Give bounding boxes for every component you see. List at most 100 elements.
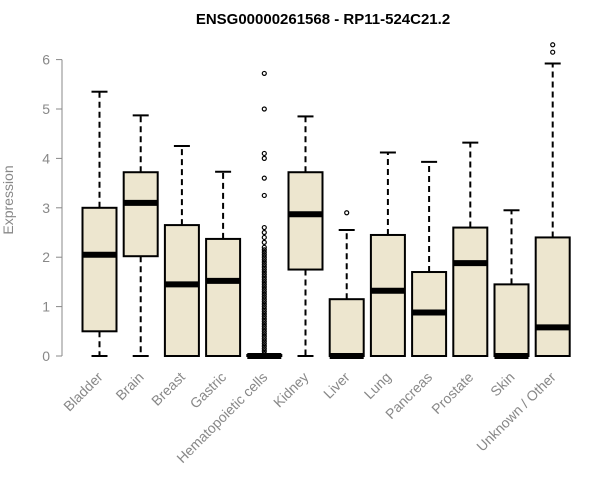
x-tick-label: Prostate (428, 369, 476, 417)
box-7 (328, 210, 365, 359)
box-rect (205, 237, 242, 357)
box-rect (122, 171, 159, 258)
outlier-point (261, 286, 267, 292)
y-tick-label: 0 (42, 348, 50, 364)
outlier-point (261, 284, 267, 290)
box-3 (163, 145, 200, 357)
chart-title: ENSG00000261568 - RP11-524C21.2 (196, 11, 450, 28)
x-tick-label: Skin (487, 369, 518, 400)
outlier-point (261, 299, 267, 305)
outlier-point (261, 259, 267, 265)
outlier-point (261, 247, 267, 253)
box-4 (205, 170, 242, 357)
outlier-point (344, 210, 350, 216)
x-tick-label: Bladder (60, 369, 106, 415)
outlier-point (261, 70, 267, 77)
outlier-point (261, 269, 267, 275)
outlier-point (261, 326, 267, 332)
box-9 (411, 160, 448, 357)
outlier-point (261, 279, 267, 285)
outlier-point (261, 294, 267, 300)
y-tick-label: 3 (42, 200, 50, 216)
outlier-point (261, 321, 267, 327)
box-2 (122, 114, 159, 357)
box-rect (81, 206, 118, 333)
outlier-point (261, 155, 267, 161)
outlier-point (261, 262, 267, 268)
outlier-point (261, 150, 267, 157)
x-tick-label: Liver (320, 369, 353, 402)
box-6 (287, 115, 324, 357)
outlier-point (261, 316, 267, 322)
outlier-point (261, 229, 267, 236)
boxes-group (81, 42, 571, 359)
box-rect (534, 236, 571, 357)
outlier-point (261, 331, 267, 337)
outlier-point (261, 192, 267, 199)
outlier-point (261, 348, 267, 354)
y-tick-label: 1 (42, 299, 50, 315)
outlier-point (261, 304, 267, 310)
outlier-point (261, 296, 267, 302)
outlier-point (261, 252, 267, 258)
y-axis-label: Expression (0, 165, 16, 234)
outlier-point (261, 313, 267, 320)
outlier-point (261, 234, 267, 241)
x-tick-label: Breast (148, 369, 188, 409)
x-tick-label: Brain (112, 369, 146, 403)
outlier-point (261, 301, 267, 307)
outlier-point (261, 271, 267, 278)
box-rect (328, 298, 365, 358)
outlier-point (550, 42, 556, 48)
box-rect (452, 226, 489, 357)
outlier-point (261, 249, 267, 255)
outlier-point (261, 244, 267, 250)
outlier-point (261, 224, 267, 231)
box-rect (493, 283, 530, 357)
outlier-point (261, 336, 267, 342)
outlier-point (261, 257, 267, 263)
box-8 (369, 151, 406, 357)
outlier-point (261, 266, 267, 273)
outlier-point (261, 274, 267, 280)
outlier-point (261, 106, 267, 112)
outlier-point (261, 276, 267, 283)
box-10 (452, 141, 489, 357)
outlier-point (261, 350, 267, 357)
y-tick-label: 6 (42, 52, 50, 68)
outlier-point (261, 281, 267, 287)
outlier-point (261, 291, 267, 297)
box-rect (163, 224, 200, 357)
box-rect (369, 233, 406, 357)
y-axis: 0 1 2 3 4 5 6 (42, 52, 63, 364)
x-tick-label: Lung (361, 369, 394, 402)
y-tick-label: 2 (42, 249, 50, 265)
outlier-point (261, 306, 267, 312)
outlier-point (261, 254, 267, 260)
outlier-point (261, 175, 267, 181)
box-1 (81, 90, 118, 357)
y-tick-label: 4 (42, 150, 50, 166)
outlier-point (261, 345, 267, 352)
box-12 (534, 42, 571, 357)
box-11 (493, 209, 530, 359)
x-tick-label: Kidney (270, 369, 312, 411)
outlier-point (261, 311, 267, 317)
outlier-point (261, 328, 267, 334)
outlier-point (261, 308, 267, 315)
outlier-point (261, 323, 267, 329)
outlier-point (550, 49, 556, 55)
outlier-point (261, 343, 267, 349)
outlier-point (261, 338, 267, 344)
y-tick-label: 5 (42, 101, 50, 117)
outlier-point (261, 333, 267, 339)
outlier-point (261, 341, 267, 347)
outlier-point (261, 239, 267, 245)
box-5 (246, 70, 283, 359)
outlier-point (261, 264, 267, 270)
outlier-point (261, 289, 267, 295)
outlier-point (261, 318, 267, 325)
